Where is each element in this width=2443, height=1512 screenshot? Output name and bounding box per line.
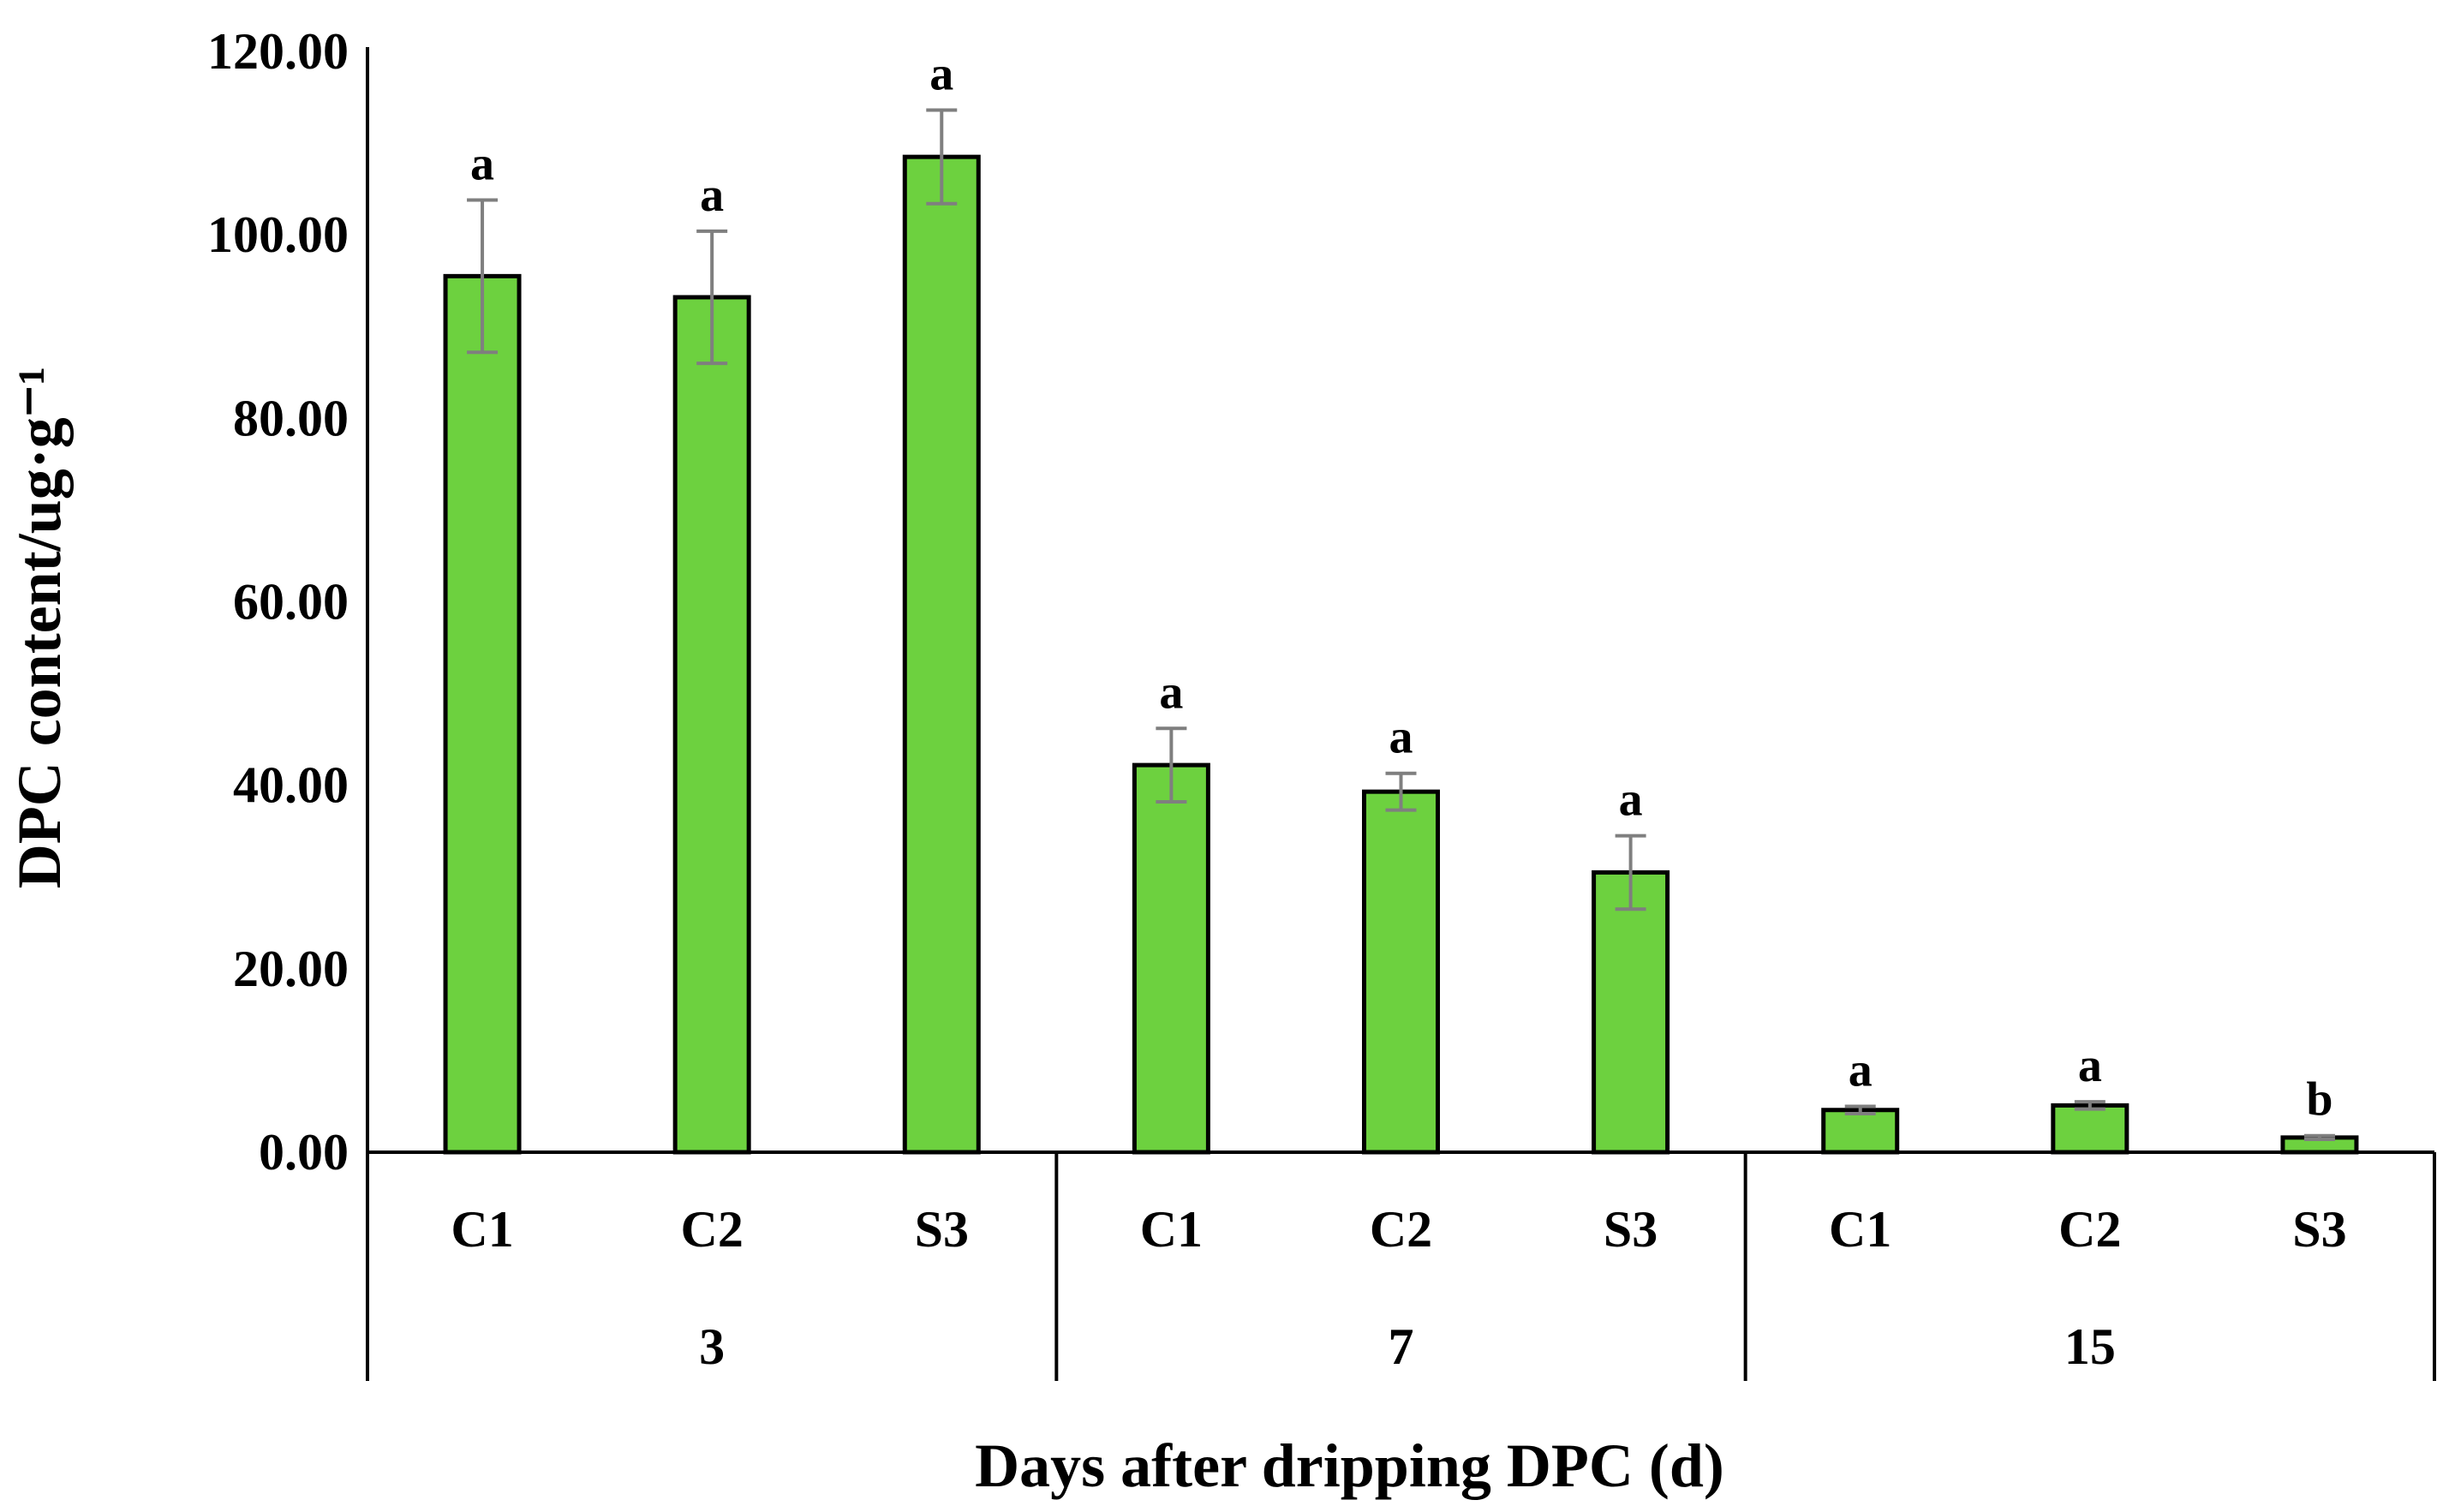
x-tick-label: C2 — [2058, 1201, 2121, 1258]
y-tick-label: 60.00 — [233, 574, 349, 630]
x-tick-label: S3 — [1604, 1201, 1658, 1258]
bar — [902, 154, 981, 1155]
group-label: 3 — [699, 1318, 725, 1375]
y-tick-label: 20.00 — [233, 941, 349, 997]
group-label: 7 — [1389, 1318, 1414, 1375]
y-tick-label: 40.00 — [233, 757, 349, 814]
significance-label: a — [1619, 774, 1643, 827]
axes-layer — [366, 47, 2436, 1381]
bar — [1821, 1108, 1900, 1155]
significance-label: a — [700, 169, 724, 222]
x-tick-label: C1 — [1829, 1201, 1891, 1258]
bar — [443, 273, 522, 1155]
significance-label: a — [1159, 666, 1183, 719]
y-axis-ticks: 0.00 20.00 40.00 60.00 80.00 100.00 120.00 — [207, 23, 349, 1180]
bar — [1362, 789, 1440, 1155]
bar — [1592, 870, 1670, 1155]
x-tick-label: C2 — [1370, 1201, 1432, 1258]
category-labels: C1 C2 S3 3 C1 C2 S3 7 C1 C2 S3 15 — [451, 1201, 2346, 1375]
bar — [672, 295, 751, 1155]
significance-label: a — [1389, 711, 1413, 764]
x-axis-title: Days after dripping DPC (d) — [975, 1431, 1724, 1500]
bar — [2051, 1103, 2129, 1155]
significance-label: a — [470, 137, 494, 190]
group-label: 15 — [2064, 1318, 2116, 1375]
y-tick-label: 80.00 — [233, 390, 349, 446]
y-tick-label: 100.00 — [207, 206, 349, 263]
significance-label: a — [1849, 1043, 1873, 1097]
x-tick-label: C2 — [680, 1201, 743, 1258]
bars-layer: a a a a a a a a b — [443, 48, 2359, 1155]
y-axis-title: DPC content/ug·g⁻¹ — [5, 367, 74, 889]
x-tick-label: C1 — [1140, 1201, 1203, 1258]
x-tick-label: C1 — [451, 1201, 513, 1258]
y-tick-label: 0.00 — [259, 1124, 349, 1180]
x-tick-label: S3 — [2292, 1201, 2346, 1258]
significance-label: b — [2306, 1073, 2332, 1127]
significance-label: a — [929, 48, 953, 101]
x-tick-label: S3 — [915, 1201, 969, 1258]
bar — [1132, 762, 1210, 1155]
y-tick-label: 120.00 — [207, 23, 349, 80]
significance-label: a — [2078, 1039, 2102, 1092]
